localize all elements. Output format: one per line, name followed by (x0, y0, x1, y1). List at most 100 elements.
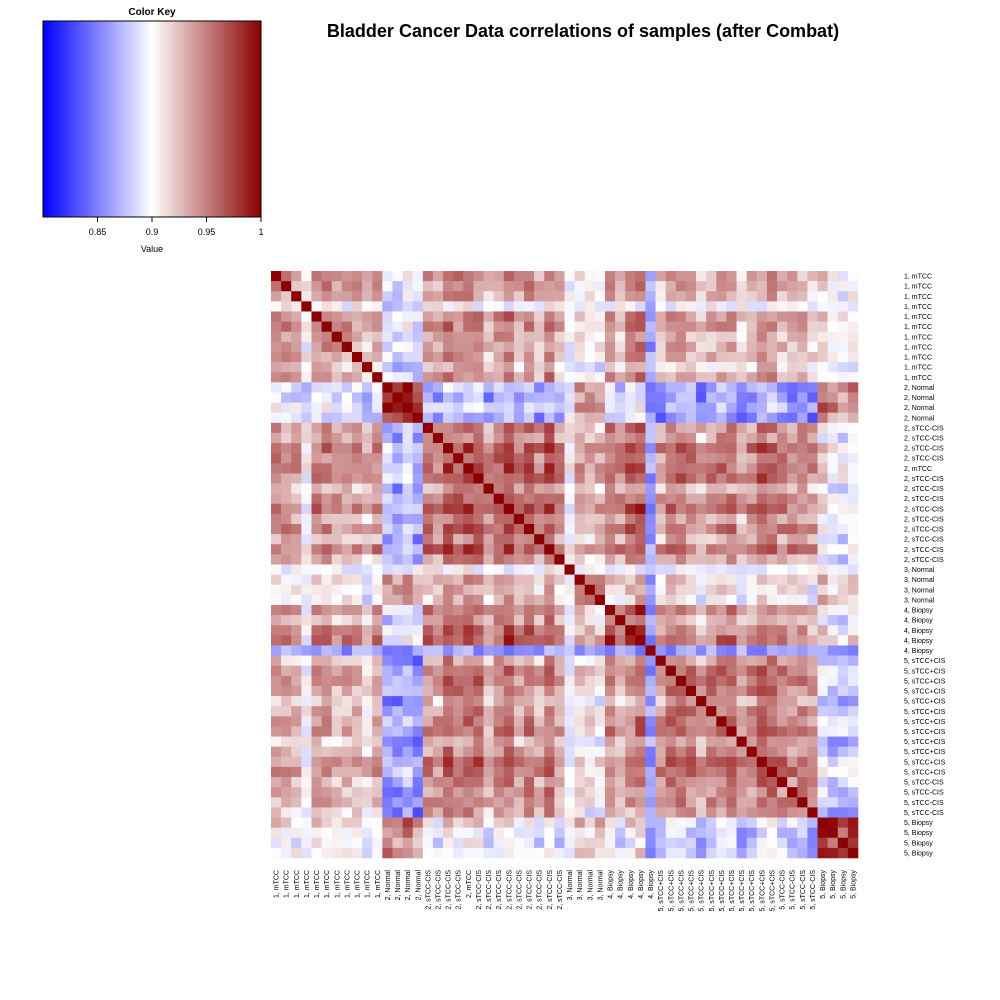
heatmap-cell (736, 564, 747, 575)
heatmap-cell (726, 716, 737, 727)
heatmap-cell (372, 362, 383, 373)
heatmap-cell (746, 281, 758, 292)
heatmap-cell (544, 787, 555, 798)
heatmap-cell (625, 665, 636, 677)
heatmap-cell (524, 453, 535, 464)
heatmap-cell (291, 453, 302, 464)
heatmap-cell (655, 493, 667, 505)
heatmap-cell (574, 655, 586, 667)
heatmap-cell (422, 473, 434, 484)
heatmap-cell (604, 331, 616, 343)
heatmap-cell (473, 615, 484, 626)
heatmap-cell (837, 382, 849, 393)
heatmap-cell (281, 706, 292, 717)
heatmap-cell (685, 493, 697, 505)
heatmap-cell (625, 635, 636, 646)
heatmap-cell (351, 463, 363, 474)
heatmap-cell (615, 604, 626, 616)
heatmap-cell (766, 837, 778, 849)
heatmap-cell (655, 635, 667, 646)
heatmap-cell (341, 483, 353, 494)
heatmap-cell (351, 827, 363, 839)
heatmap-cell (321, 584, 333, 596)
heatmap-cell (534, 321, 545, 333)
heatmap-cell (564, 372, 575, 383)
heatmap-cell (271, 847, 282, 859)
heatmap-cell (564, 301, 575, 312)
heatmap-cell (817, 412, 828, 424)
heatmap-cell (625, 432, 636, 444)
heatmap-cell (787, 351, 798, 363)
heatmap-cell (787, 513, 798, 525)
heatmap-cell (351, 696, 363, 707)
heatmap-cell (534, 847, 545, 859)
heatmap-cell (574, 311, 586, 322)
heatmap-cell (382, 473, 393, 484)
heatmap-cell (564, 513, 575, 525)
heatmap-cell (584, 412, 596, 424)
heatmap-cell (291, 645, 302, 656)
heatmap-cell (797, 564, 808, 575)
heatmap-cell (807, 635, 818, 646)
heatmap-cell (807, 736, 818, 747)
heatmap-cell (645, 756, 656, 768)
heatmap-cell (655, 362, 667, 373)
heatmap-cell (584, 604, 596, 616)
heatmap-cell (291, 594, 302, 606)
heatmap-cell (726, 524, 737, 535)
heatmap-cell (463, 362, 474, 373)
heatmap-cell (685, 756, 697, 768)
heatmap-cell (797, 635, 808, 646)
heatmap-cell (766, 787, 778, 798)
heatmap-cell (341, 746, 353, 758)
heatmap-cell (351, 341, 363, 353)
heatmap-cell (382, 341, 393, 353)
heatmap-cell (675, 635, 687, 646)
heatmap-cell (341, 685, 353, 697)
heatmap-cell (392, 341, 403, 353)
heatmap-cell (706, 837, 717, 849)
heatmap-cell (351, 392, 363, 403)
heatmap-cell (483, 392, 494, 403)
heatmap-cell (513, 604, 525, 616)
heatmap-cell (554, 321, 565, 333)
heatmap-cell (362, 513, 373, 525)
heatmap-cell (453, 827, 464, 839)
column-label: 4, Biopsy (608, 870, 615, 899)
heatmap-cell (736, 341, 747, 353)
heatmap-cell (281, 351, 292, 363)
heatmap-cell (382, 797, 393, 808)
heatmap-cell (382, 817, 393, 828)
row-label: 2, sTCC-CIS (904, 476, 944, 483)
heatmap-cell (513, 625, 525, 636)
heatmap-cell (331, 422, 343, 434)
column-label: 1, mTCC (284, 870, 291, 898)
heatmap-cell (392, 321, 403, 333)
heatmap-cell (503, 291, 515, 302)
heatmap-cell (716, 625, 727, 636)
heatmap-cell (706, 493, 717, 505)
heatmap-cell (847, 443, 859, 454)
heatmap-cell (493, 341, 505, 353)
heatmap-cell (665, 362, 677, 373)
heatmap-cell (574, 493, 586, 505)
heatmap-cell (281, 554, 292, 565)
heatmap-cell (777, 463, 788, 474)
heatmap-cell (392, 837, 403, 849)
heatmap-cell (615, 422, 626, 434)
heatmap-cell (696, 503, 707, 515)
heatmap-cell (594, 402, 606, 413)
heatmap-cell (321, 473, 333, 484)
heatmap-cell (675, 301, 687, 312)
heatmap-cell (412, 777, 424, 788)
heatmap-cell (463, 402, 474, 413)
heatmap-cell (513, 766, 525, 778)
heatmap-cell (615, 797, 626, 808)
heatmap-cell (291, 777, 302, 788)
heatmap-cell (655, 777, 667, 788)
heatmap-cell (483, 281, 494, 292)
heatmap-cell (594, 817, 606, 828)
heatmap-cell (615, 372, 626, 383)
heatmap-cell (716, 564, 727, 575)
heatmap-cell (534, 564, 545, 575)
